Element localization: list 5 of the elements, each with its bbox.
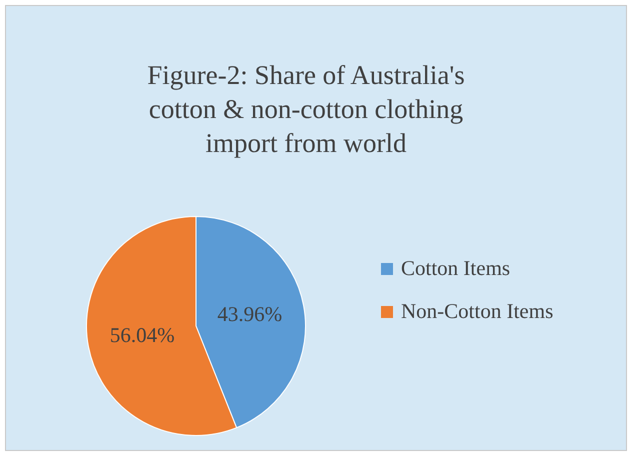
- chart-title: Figure-2: Share of Australia's cotton & non-cotton clothing import from world: [146, 59, 466, 160]
- data-label: 43.96%: [217, 302, 282, 326]
- legend-label: Cotton Items: [401, 256, 510, 281]
- legend-label: Non-Cotton Items: [401, 299, 554, 324]
- data-label: 56.04%: [110, 322, 175, 347]
